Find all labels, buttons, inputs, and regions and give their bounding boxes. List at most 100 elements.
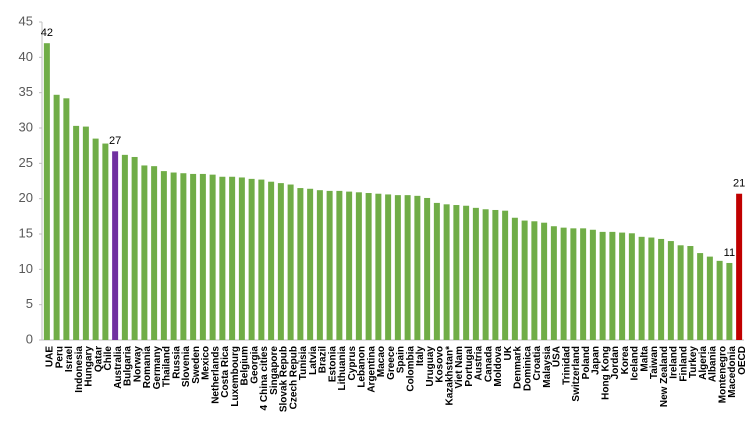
value-label: 21: [733, 178, 745, 190]
x-tick-label: Qatar: [93, 346, 104, 372]
value-label: 27: [109, 135, 121, 147]
x-tick-label: Russia: [171, 346, 182, 379]
value-label: 42: [41, 27, 53, 39]
x-tick-label: Tunisia: [298, 346, 309, 381]
bar: [580, 228, 587, 340]
bar: [648, 237, 655, 340]
bar: [131, 156, 138, 340]
x-tick-label: Montenegro: [717, 346, 728, 403]
bar: [638, 236, 645, 340]
x-tick-label: Luxembourg: [230, 346, 241, 407]
y-tick-label: 45: [19, 13, 33, 28]
x-tick-label: Belgium: [240, 346, 251, 386]
bar: [121, 154, 128, 340]
x-tick-label: USA: [552, 346, 563, 367]
bar: [277, 183, 284, 340]
bar: [258, 179, 265, 340]
x-tick-label: Croatia: [532, 346, 543, 381]
x-tick-label: Korea: [620, 346, 631, 375]
x-tick-label: Sweden: [191, 346, 202, 384]
bar: [355, 192, 362, 340]
x-tick-label: Singapore: [269, 346, 280, 395]
y-tick-label: 40: [19, 49, 33, 64]
x-tick-label: Austria: [474, 346, 485, 381]
bar: [424, 197, 431, 340]
bar: [307, 188, 314, 340]
bar: [180, 173, 187, 340]
x-tick-label: Slovenia: [181, 346, 192, 388]
x-tick-label: Switzerland: [571, 346, 582, 402]
bar: [268, 181, 275, 340]
bar: [433, 202, 440, 340]
bar: [697, 253, 704, 340]
bar: [102, 143, 109, 340]
x-tick-label: Algeria: [698, 346, 709, 380]
x-tick-label: Italy: [415, 346, 426, 366]
bar: [726, 262, 733, 340]
x-tick-label: Macedonia: [727, 346, 738, 398]
bar: [453, 205, 460, 340]
x-tick-label: Spain: [396, 346, 407, 373]
bar: [736, 193, 743, 340]
bar: [687, 246, 694, 340]
x-tick-label: Peru: [54, 346, 65, 368]
bar: [463, 205, 470, 340]
x-tick-label: Kazakhstan*: [444, 346, 455, 406]
x-tick-label: Jordan: [610, 346, 621, 379]
x-tick-label: Hong Kong: [600, 346, 611, 400]
x-tick-label: Malta: [639, 346, 650, 372]
bar: [511, 217, 518, 340]
bar: [502, 210, 509, 340]
bar: [326, 190, 333, 340]
bar: [316, 190, 323, 340]
x-tick-label: Germany: [152, 346, 163, 390]
x-tick-label: Slovak Repub: [279, 346, 290, 412]
x-tick-label: Japan: [591, 346, 602, 375]
bar: [190, 173, 197, 340]
bar: [53, 94, 60, 340]
y-tick-label: 10: [19, 261, 33, 276]
y-tick-label: 20: [19, 190, 33, 205]
x-tick-label: Latvia: [308, 346, 319, 375]
x-tick-label: Chile: [103, 346, 114, 371]
value-label: 11: [724, 247, 735, 259]
x-tick-label: Colombia: [405, 346, 416, 392]
x-tick-label: Kosovo: [435, 346, 446, 383]
bar: [716, 260, 723, 340]
bar: [404, 195, 411, 340]
bar: [492, 209, 499, 340]
x-tick-label: Ireland: [669, 346, 680, 379]
x-tick-label: Trinidad: [561, 346, 572, 385]
x-tick-label: Finland: [678, 346, 689, 382]
bar: [706, 256, 713, 340]
y-tick-label: 25: [19, 155, 33, 170]
x-tick-label: Costa Rica: [220, 346, 231, 398]
y-tick-label: 30: [19, 119, 33, 134]
bar: [394, 195, 401, 340]
bar: [414, 195, 421, 340]
x-tick-label: Hungary: [84, 346, 95, 387]
x-tick-label: Norway: [132, 346, 143, 383]
bar: [482, 209, 489, 340]
bar: [346, 191, 353, 340]
bar: [63, 98, 70, 340]
x-tick-label: New Zealand: [659, 346, 670, 407]
bar: [141, 165, 148, 340]
bar: [443, 204, 450, 340]
bar: [160, 171, 167, 340]
x-tick-label: Georgia: [249, 346, 260, 384]
x-tick-label: UK: [503, 345, 514, 360]
x-tick-label: Malaysia: [542, 346, 553, 388]
bar: [375, 193, 382, 340]
bar: [531, 221, 538, 340]
x-tick-label: Cyprus: [347, 346, 358, 381]
bar: [238, 177, 245, 340]
x-tick-label: Greece: [386, 346, 397, 380]
x-tick-label: Moldova: [493, 346, 504, 387]
bar: [209, 174, 216, 340]
x-tick-label: Uruguay: [425, 346, 436, 387]
x-tick-label: Portugal: [464, 346, 475, 387]
bar: [219, 176, 226, 340]
x-tick-label: Viet Nam: [454, 346, 465, 389]
bar: [92, 138, 99, 340]
